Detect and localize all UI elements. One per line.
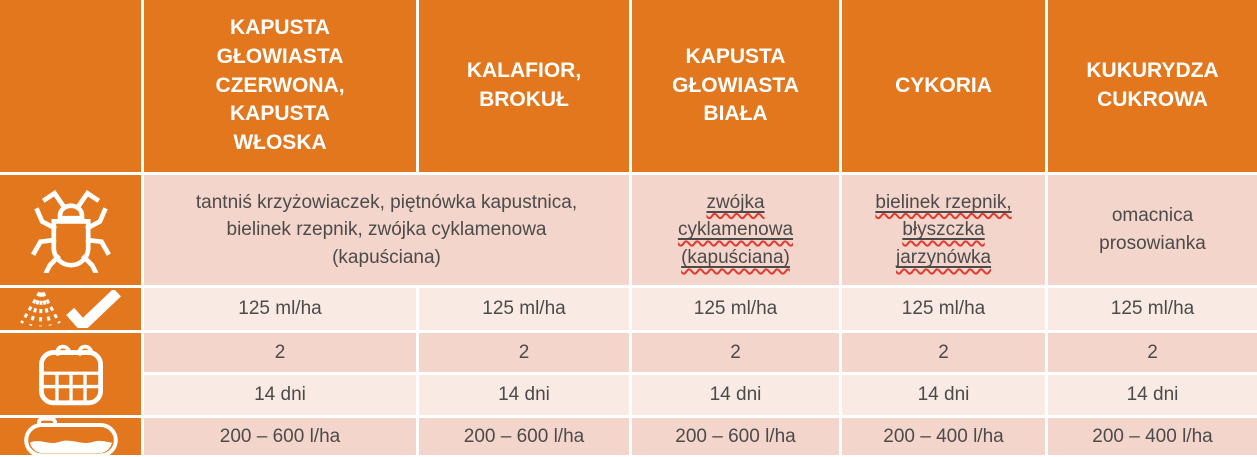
spray-check-icon	[19, 290, 121, 328]
dose-row-icon-cell	[0, 288, 141, 330]
interval-cell: 14 dni	[144, 375, 416, 415]
interval-value: 14 dni	[917, 384, 970, 405]
interval-cell: 14 dni	[419, 375, 629, 415]
column-header-kapusta-czerwona-wloska: KAPUSTA GŁOWIASTA CZERWONA, KAPUSTA WŁOS…	[144, 0, 416, 172]
pest-row-icon-cell	[0, 175, 141, 285]
pest-list: tantniś krzyżowiaczek, piętnówka kapustn…	[195, 191, 578, 268]
max-treatments-cell: 2	[419, 333, 629, 372]
column-header-label: CYKORIA	[895, 73, 992, 97]
pest-cell-cykoria: bielinek rzepnik, błyszczka jarzynówka	[842, 175, 1045, 285]
column-header-kapusta-biala: KAPUSTA GŁOWIASTA BIAŁA	[632, 0, 839, 172]
column-header-label: KAPUSTA GŁOWIASTA BIAŁA	[672, 44, 799, 126]
water-volume-value: 200 – 600 l/ha	[675, 425, 796, 447]
dose-value: 125 ml/ha	[901, 298, 986, 319]
max-treatments-value: 2	[1147, 341, 1158, 363]
interval-cell: 14 dni	[1048, 375, 1257, 415]
water-volume-cell: 200 – 600 l/ha	[632, 418, 839, 455]
tank-icon	[23, 416, 118, 457]
interval-value: 14 dni	[498, 384, 550, 405]
max-treatments-value: 2	[730, 341, 741, 363]
interval-cell: 14 dni	[632, 375, 839, 415]
max-treatments-cell: 2	[842, 333, 1045, 372]
dose-cell: 125 ml/ha	[1048, 288, 1257, 330]
pest-list-underlined: zwójka cyklamenowa (kapuściana)	[671, 189, 801, 272]
column-header-label: KUKURYDZA CUKROWA	[1086, 59, 1219, 111]
dose-value: 125 ml/ha	[238, 298, 322, 319]
pest-cell-kukurydza: omacnica prosowianka	[1048, 175, 1257, 285]
pest-list: omacnica prosowianka	[1099, 205, 1206, 254]
pest-list-underlined: bielinek rzepnik, błyszczka jarzynówka	[866, 189, 1021, 272]
spellcheck-flagged-text: bielinek rzepnik, błyszczka jarzynówka	[875, 191, 1012, 268]
calendar-rows-icon-cell	[0, 333, 141, 415]
water-volume-value: 200 – 600 l/ha	[463, 425, 585, 447]
water-volume-cell: 200 – 600 l/ha	[144, 418, 416, 455]
interval-value: 14 dni	[254, 384, 306, 405]
dose-cell: 125 ml/ha	[144, 288, 416, 330]
column-header-kalafior-brokul: KALAFIOR, BROKUŁ	[419, 0, 629, 172]
dose-cell: 125 ml/ha	[842, 288, 1045, 330]
pest-cell-kapusta-czerwona-kalafior: tantniś krzyżowiaczek, piętnówka kapustn…	[144, 175, 629, 285]
max-treatments-value: 2	[274, 341, 286, 363]
water-row-icon-cell	[0, 416, 141, 457]
column-header-label: KALAFIOR, BROKUŁ	[466, 59, 582, 111]
pest-cell-kapusta-biala: zwójka cyklamenowa (kapuściana)	[632, 175, 839, 285]
column-header-cykoria: CYKORIA	[842, 0, 1045, 172]
max-treatments-value: 2	[938, 341, 949, 363]
interval-cell: 14 dni	[842, 375, 1045, 415]
water-volume-value: 200 – 400 l/ha	[1092, 425, 1213, 447]
column-header-label: KAPUSTA GŁOWIASTA CZERWONA, KAPUSTA WŁOS…	[215, 15, 345, 155]
interval-value: 14 dni	[1126, 384, 1179, 405]
water-volume-cell: 200 – 400 l/ha	[1048, 418, 1257, 455]
max-treatments-cell: 2	[144, 333, 416, 372]
interval-value: 14 dni	[709, 384, 762, 405]
water-volume-cell: 200 – 600 l/ha	[419, 418, 629, 455]
dose-value: 125 ml/ha	[693, 298, 778, 319]
dose-value: 125 ml/ha	[482, 298, 566, 319]
water-volume-cell: 200 – 400 l/ha	[842, 418, 1045, 455]
dose-cell: 125 ml/ha	[419, 288, 629, 330]
water-volume-value: 200 – 400 l/ha	[883, 425, 1004, 447]
calendar-icon	[38, 344, 103, 406]
max-treatments-cell: 2	[632, 333, 839, 372]
corner-cell	[0, 0, 141, 172]
water-volume-value: 200 – 600 l/ha	[219, 425, 341, 447]
bug-icon	[30, 190, 111, 273]
column-header-kukurydza-cukrowa: KUKURYDZA CUKROWA	[1048, 0, 1257, 172]
dose-cell: 125 ml/ha	[632, 288, 839, 330]
dose-value: 125 ml/ha	[1110, 298, 1195, 319]
max-treatments-value: 2	[518, 341, 530, 363]
max-treatments-cell: 2	[1048, 333, 1257, 372]
spellcheck-flagged-text: zwójka cyklamenowa (kapuściana)	[677, 191, 794, 268]
